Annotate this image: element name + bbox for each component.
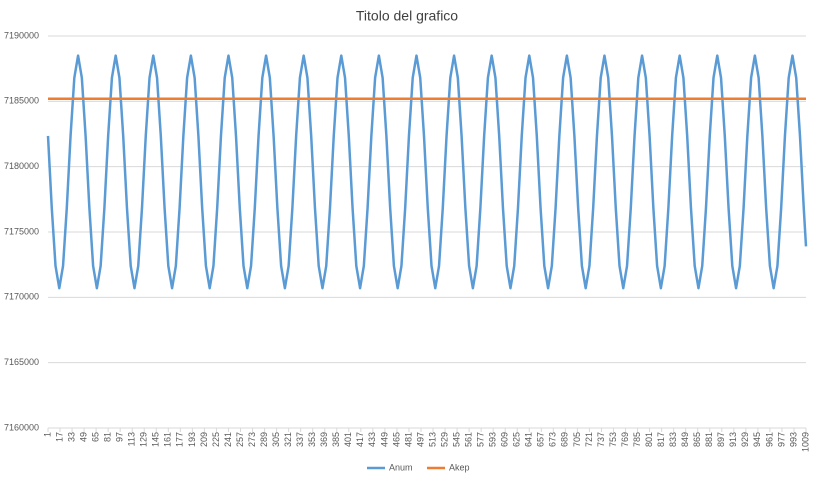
x-tick-label: 1009 [800,432,810,452]
x-tick-label: 161 [163,432,173,447]
x-tick-label: 417 [355,432,365,447]
chart-title: Titolo del grafico [356,8,458,24]
x-tick-label: 65 [91,432,101,442]
x-tick-label: 625 [512,432,522,447]
x-tick-label: 705 [572,432,582,447]
x-tick-label: 929 [740,432,750,447]
y-tick-label: 7170000 [4,292,39,302]
x-tick-label: 865 [692,432,702,447]
x-tick-label: 17 [54,432,64,442]
legend-label: Anum [389,462,413,472]
x-tick-label: 737 [596,432,606,447]
x-tick-label: 897 [716,432,726,447]
y-tick-label: 7180000 [4,161,39,171]
x-tick-label: 257 [235,432,245,447]
x-tick-label: 561 [463,432,473,447]
y-tick-label: 7175000 [4,226,39,236]
y-tick-label: 7185000 [4,96,39,106]
x-tick-label: 785 [632,432,642,447]
x-tick-label: 593 [488,432,498,447]
x-tick-label: 673 [548,432,558,447]
x-tick-label: 769 [620,432,630,447]
x-tick-label: 81 [103,432,113,442]
legend-label: Akep [449,462,470,472]
x-tick-label: 721 [584,432,594,447]
x-tick-label: 129 [139,432,149,447]
y-tick-label: 7190000 [4,30,39,40]
x-tick-label: 961 [764,432,774,447]
x-tick-label: 881 [704,432,714,447]
x-tick-label: 993 [788,432,798,447]
x-tick-label: 369 [319,432,329,447]
y-tick-label: 7165000 [4,357,39,367]
x-tick-label: 209 [199,432,209,447]
x-tick-label: 177 [175,432,185,447]
x-tick-label: 145 [151,432,161,447]
x-tick-label: 401 [343,432,353,447]
x-tick-label: 545 [451,432,461,447]
x-tick-label: 481 [403,432,413,447]
x-tick-label: 913 [728,432,738,447]
x-tick-label: 577 [476,432,486,447]
x-tick-label: 641 [524,432,534,447]
x-tick-label: 305 [271,432,281,447]
x-tick-label: 657 [536,432,546,447]
x-tick-label: 273 [247,432,257,447]
x-tick-label: 337 [295,432,305,447]
x-tick-label: 513 [427,432,437,447]
x-tick-label: 241 [223,432,233,447]
x-tick-label: 465 [391,432,401,447]
x-tick-label: 689 [560,432,570,447]
x-tick-label: 385 [331,432,341,447]
x-tick-label: 97 [115,432,125,442]
x-tick-label: 529 [439,432,449,447]
x-tick-label: 289 [259,432,269,447]
x-tick-label: 833 [668,432,678,447]
x-tick-label: 321 [283,432,293,447]
x-tick-label: 113 [127,432,137,446]
x-tick-label: 497 [415,432,425,447]
x-tick-label: 49 [78,432,88,442]
x-tick-label: 849 [680,432,690,447]
x-tick-label: 817 [656,432,666,447]
x-tick-label: 1 [42,432,52,437]
x-tick-label: 449 [379,432,389,447]
series-line [46,54,808,290]
x-tick-label: 433 [367,432,377,447]
x-tick-label: 353 [307,432,317,447]
y-tick-label: 7160000 [4,422,39,432]
x-tick-label: 753 [608,432,618,447]
x-tick-label: 33 [66,432,76,442]
x-tick-label: 945 [752,432,762,447]
x-tick-label: 801 [644,432,654,447]
x-tick-label: 225 [211,432,221,447]
x-tick-label: 609 [500,432,510,447]
x-tick-label: 977 [776,432,786,447]
x-tick-label: 193 [187,432,197,447]
